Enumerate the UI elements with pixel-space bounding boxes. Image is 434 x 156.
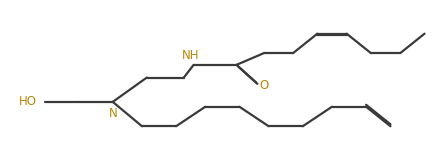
Text: NH: NH (181, 49, 199, 62)
Text: O: O (259, 79, 268, 92)
Text: HO: HO (19, 95, 36, 108)
Text: N: N (108, 107, 117, 120)
